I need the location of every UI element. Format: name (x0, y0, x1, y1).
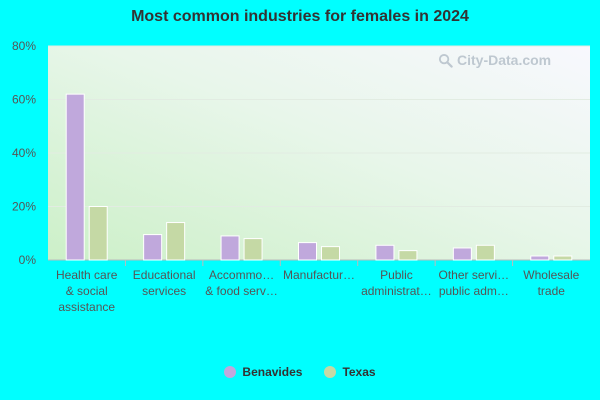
x-category-label: Educational services (133, 268, 196, 298)
bar-benavides-4 (375, 244, 395, 261)
x-category-label: Wholesale trade (523, 268, 579, 298)
x-category-label: Health care & social assistance (56, 268, 118, 314)
bar-texas-6 (553, 255, 573, 261)
bar-benavides-1 (143, 234, 163, 261)
bar-texas-5 (475, 244, 495, 261)
watermark: City-Data.com (438, 52, 551, 68)
legend: Benavides Texas (0, 365, 600, 379)
search-icon (438, 53, 453, 68)
x-category-label: Manufactur… (283, 268, 355, 282)
legend-item-benavides: Benavides (224, 365, 302, 379)
watermark-text: City-Data.com (457, 52, 552, 68)
bar-texas-4 (398, 250, 418, 261)
bar-texas-2 (243, 238, 263, 261)
legend-label: Texas (342, 365, 376, 379)
legend-item-texas: Texas (324, 365, 376, 379)
bar-benavides-6 (530, 255, 550, 261)
legend-swatch (224, 366, 237, 378)
y-tick-label: 60% (12, 93, 36, 107)
legend-swatch (324, 366, 337, 378)
y-tick-label: 40% (12, 146, 36, 160)
legend-label: Benavides (242, 365, 303, 379)
y-tick-label: 20% (12, 200, 36, 214)
y-tick-label: 80% (12, 39, 36, 53)
y-tick-label: 0% (19, 253, 37, 267)
x-category-label: Accommo… & food serv… (205, 268, 278, 298)
chart-title: Most common industries for females in 20… (131, 8, 469, 25)
bar-texas-0 (88, 206, 108, 261)
bar-benavides-3 (298, 242, 317, 261)
bar-texas-3 (321, 246, 340, 261)
bar-benavides-5 (452, 247, 472, 261)
x-category-label: Public administrat… (361, 268, 432, 298)
bar-benavides-2 (220, 235, 240, 261)
bar-texas-1 (166, 222, 186, 261)
bar-benavides-0 (65, 93, 85, 261)
x-category-label: Other servi… public adm… (439, 268, 510, 298)
